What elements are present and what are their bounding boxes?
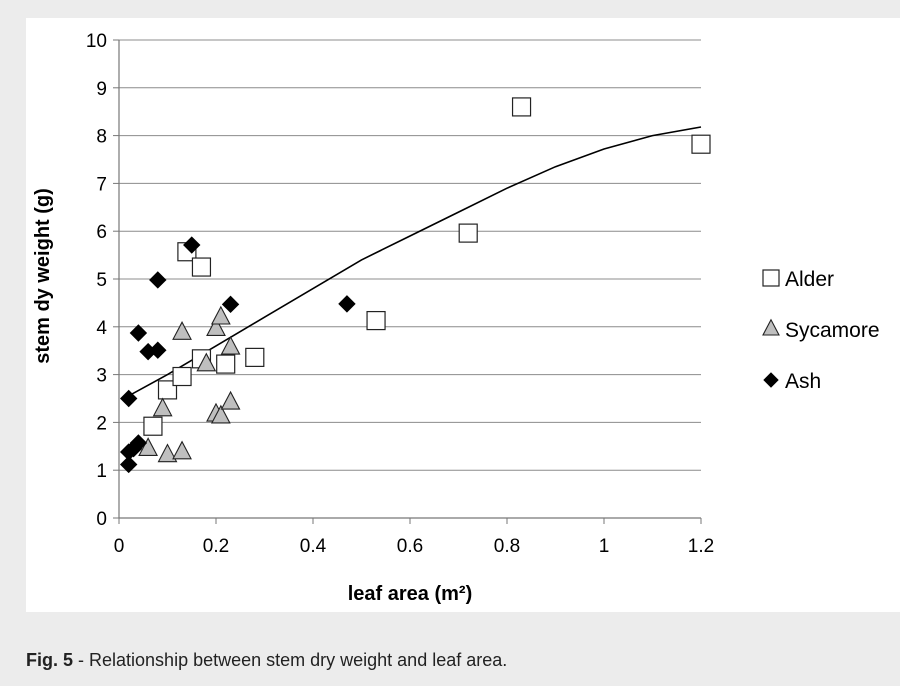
tick-labels: 0 1 2 3 4 5 6 7 8 9 10 0 0.2 0.4 0.6 0.8 1 1.2 xyxy=(86,31,714,557)
ash-point xyxy=(183,236,201,254)
sycamore-point xyxy=(172,321,192,340)
caption-label: Fig. 5 xyxy=(26,650,74,670)
y-tick-label: 1 xyxy=(96,461,107,482)
y-tick-label: 2 xyxy=(96,413,107,434)
y-tick-label: 7 xyxy=(96,174,107,195)
alder-point xyxy=(366,310,386,331)
sycamore-point xyxy=(220,335,241,355)
y-tick-label: 9 xyxy=(96,79,107,100)
x-tick-label: 0 xyxy=(114,536,125,557)
ash-point xyxy=(338,295,356,313)
axes xyxy=(113,39,702,524)
ash-point xyxy=(149,271,167,289)
legend-marker-ash xyxy=(763,372,779,388)
ash-point xyxy=(119,389,138,408)
alder-point xyxy=(511,97,532,117)
ash-point xyxy=(221,295,240,314)
alder-point xyxy=(245,347,265,367)
sycamore-point xyxy=(172,440,192,460)
sycamore-point xyxy=(196,352,217,372)
y-tick-label: 6 xyxy=(96,222,107,243)
alder-point xyxy=(458,223,478,243)
sycamore-point xyxy=(152,397,173,417)
ash-point xyxy=(129,324,148,342)
y-axis-title: stem dy weight (g) xyxy=(32,188,54,364)
legend: Alder Sycamore Ash xyxy=(762,268,880,393)
legend-marker-sycamore xyxy=(762,318,780,336)
sycamore-point xyxy=(157,443,178,463)
x-tick-label: 1 xyxy=(599,536,610,557)
y-tick-label: 0 xyxy=(96,509,107,530)
sycamore-point xyxy=(220,390,241,410)
y-tick-label: 5 xyxy=(96,270,107,291)
alder-point xyxy=(157,380,178,400)
alder-point xyxy=(191,257,212,277)
figure-panel: 0 1 2 3 4 5 6 7 8 9 10 0 0.2 0.4 0.6 0.8 1 1.2 leaf area … xyxy=(26,18,900,612)
x-tick-label: 0.4 xyxy=(300,536,327,557)
figure-caption: Fig. 5 - Relationship between stem dry w… xyxy=(26,650,507,671)
x-axis-title: leaf area (m²) xyxy=(348,583,473,605)
ash-point xyxy=(129,434,148,452)
legend-label-alder: Alder xyxy=(785,268,834,291)
ash-point xyxy=(149,341,167,359)
scatter-chart: 0 1 2 3 4 5 6 7 8 9 10 0 0.2 0.4 0.6 0.8 1 1.2 leaf area … xyxy=(32,31,880,605)
grid-lines xyxy=(119,39,701,471)
x-tick-label: 0.6 xyxy=(397,536,423,557)
alder-point xyxy=(143,416,163,436)
alder-point xyxy=(691,134,711,154)
y-tick-label: 8 xyxy=(96,127,107,148)
sycamore-point xyxy=(206,317,226,337)
y-tick-label: 10 xyxy=(86,31,107,52)
legend-label-ash: Ash xyxy=(785,370,821,393)
trendline xyxy=(123,126,702,400)
y-tick-label: 3 xyxy=(96,366,107,387)
x-tick-label: 0.8 xyxy=(494,536,520,557)
sycamore-point xyxy=(210,305,231,325)
legend-marker-alder xyxy=(762,269,780,287)
x-tick-label: 1.2 xyxy=(688,536,714,557)
x-tick-label: 0.2 xyxy=(203,536,229,557)
y-tick-label: 4 xyxy=(96,318,107,339)
sycamore-point xyxy=(138,437,159,456)
sycamore-point xyxy=(210,404,231,424)
legend-label-sycamore: Sycamore xyxy=(785,319,880,342)
alder-point xyxy=(216,354,236,374)
data-points xyxy=(119,97,711,474)
ash-point xyxy=(119,455,138,474)
trendline-layer xyxy=(123,126,702,400)
caption-text: - Relationship between stem dry weight a… xyxy=(73,650,508,670)
alder-point xyxy=(172,366,192,387)
